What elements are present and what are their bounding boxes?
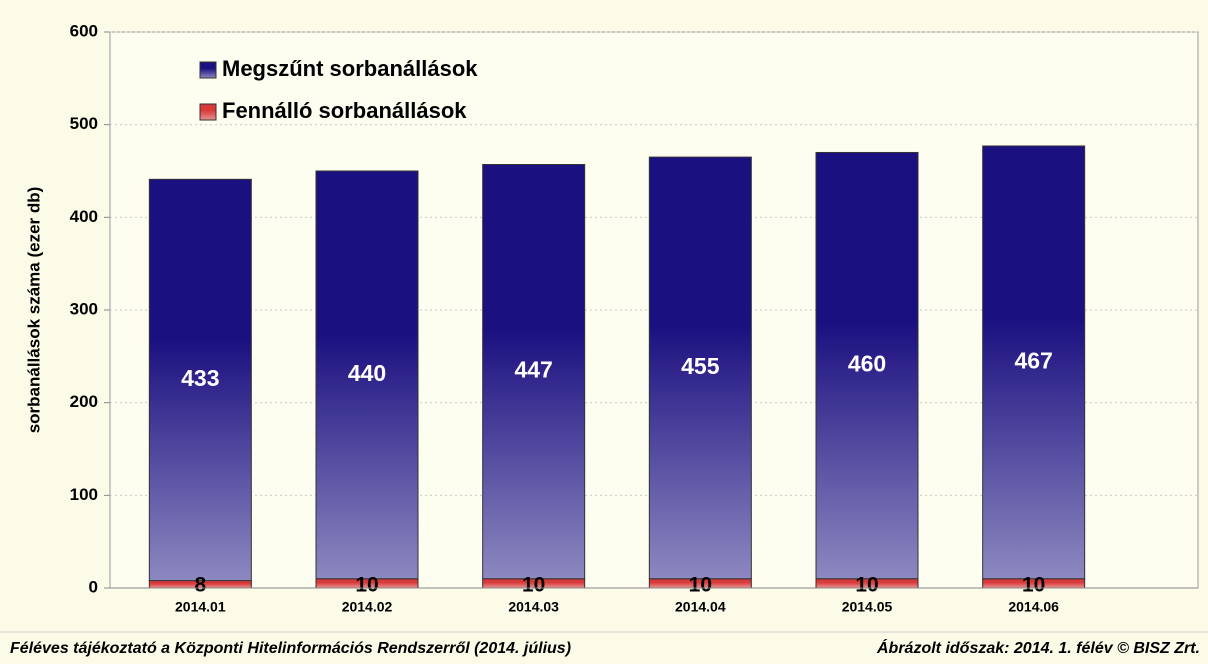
bar-segment — [315, 170, 419, 580]
x-tick-label: 2014.01 — [175, 599, 226, 615]
legend-swatch — [199, 103, 217, 121]
legend-label: Megszűnt sorbanállások — [222, 56, 478, 81]
data-label: 433 — [181, 365, 219, 391]
data-label: 440 — [348, 360, 386, 386]
y-tick-label: 600 — [70, 21, 98, 40]
x-tick-label: 2014.05 — [842, 599, 893, 615]
bar-segment — [815, 151, 919, 580]
bar-segment — [148, 178, 252, 582]
x-tick-label: 2014.03 — [508, 599, 559, 615]
x-tick-label: 2014.06 — [1008, 599, 1059, 615]
data-label: 10 — [855, 574, 878, 597]
footer-left: Féléves tájékoztató a Központi Hitelinfo… — [10, 640, 571, 657]
bar-segment — [982, 145, 1086, 580]
footer-right: Ábrázolt időszak: 2014. 1. félév © BISZ … — [876, 638, 1200, 657]
bar-segment — [648, 156, 752, 580]
y-tick-label: 100 — [70, 485, 98, 504]
data-label: 10 — [355, 574, 378, 597]
data-label: 467 — [1014, 347, 1052, 373]
legend-swatch — [199, 61, 217, 79]
y-tick-label: 0 — [89, 577, 98, 596]
bar-segment — [482, 164, 586, 580]
y-tick-label: 500 — [70, 114, 98, 133]
data-label: 455 — [681, 353, 720, 379]
data-label: 8 — [194, 574, 206, 597]
x-tick-label: 2014.04 — [675, 599, 726, 615]
legend-label: Fennálló sorbanállások — [222, 98, 467, 123]
y-tick-label: 300 — [70, 299, 98, 318]
data-label: 460 — [848, 351, 886, 377]
y-tick-label: 400 — [70, 207, 98, 226]
y-tick-label: 200 — [70, 392, 98, 411]
data-label: 447 — [514, 357, 552, 383]
data-label: 10 — [522, 574, 545, 597]
y-axis-title: sorbanállások száma (ezer db) — [24, 187, 43, 434]
data-label: 10 — [1022, 574, 1045, 597]
x-tick-label: 2014.02 — [342, 599, 393, 615]
data-label: 10 — [689, 574, 712, 597]
